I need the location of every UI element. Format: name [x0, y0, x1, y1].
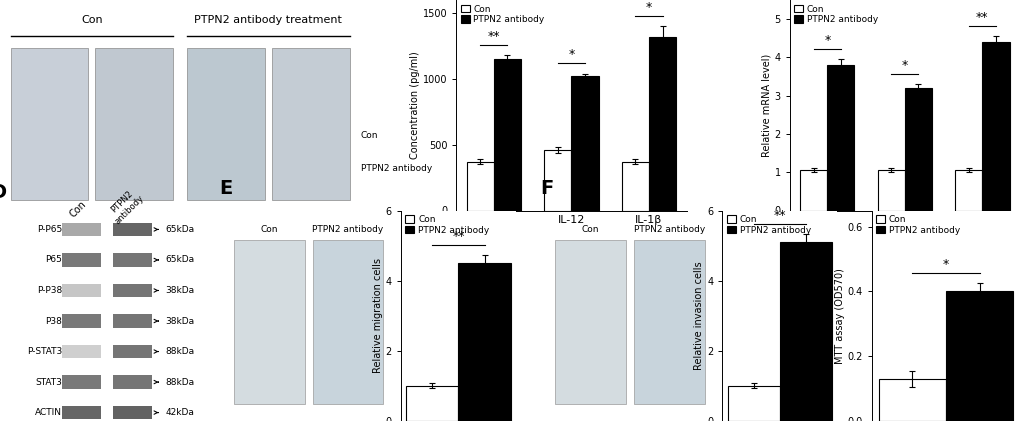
Bar [981, 42, 1009, 210]
Bar [877, 379, 945, 421]
Bar [554, 240, 626, 404]
Bar [406, 386, 458, 421]
Bar [113, 284, 152, 297]
Text: P65: P65 [45, 256, 62, 264]
Text: B: B [406, 0, 420, 2]
Bar [62, 284, 101, 297]
Y-axis label: Relative mRNA level): Relative mRNA level) [761, 53, 770, 157]
Bar [113, 223, 152, 236]
Bar [727, 386, 780, 421]
Legend: Con, PTPN2 antibody: Con, PTPN2 antibody [461, 5, 544, 24]
Bar [62, 345, 101, 358]
Text: **: ** [773, 209, 786, 222]
Bar [780, 242, 832, 421]
Bar [467, 162, 493, 210]
Bar [113, 314, 152, 328]
Bar [233, 240, 305, 404]
Text: PTPN2 antibody: PTPN2 antibody [361, 164, 431, 173]
Text: *: * [901, 59, 907, 72]
Bar [622, 162, 648, 210]
Text: PTPN2 antibody: PTPN2 antibody [312, 225, 383, 234]
Bar [113, 406, 152, 419]
Bar [62, 406, 101, 419]
Text: Con: Con [260, 225, 277, 234]
Text: PTPN2 antibody treatment: PTPN2 antibody treatment [195, 15, 342, 25]
Bar [62, 223, 101, 236]
Text: Con: Con [81, 15, 103, 25]
Y-axis label: Relative migration cells: Relative migration cells [373, 258, 382, 373]
Text: Con: Con [361, 131, 378, 139]
Text: P38: P38 [45, 317, 62, 325]
Bar [571, 76, 598, 210]
Legend: Con, PTPN2 antibody: Con, PTPN2 antibody [875, 215, 959, 235]
Bar [62, 375, 101, 389]
Text: Con: Con [581, 225, 599, 234]
Bar [95, 48, 173, 200]
Bar [648, 37, 676, 210]
Bar [113, 345, 152, 358]
Text: 38kDa: 38kDa [165, 286, 195, 295]
Text: P-P38: P-P38 [37, 286, 62, 295]
Bar [113, 375, 152, 389]
Bar [904, 88, 931, 210]
Text: *: * [645, 1, 651, 13]
Text: 88kDa: 88kDa [165, 347, 195, 356]
Text: 65kDa: 65kDa [165, 256, 195, 264]
Bar [62, 314, 101, 328]
Bar [544, 150, 571, 210]
Text: 88kDa: 88kDa [165, 378, 195, 386]
Text: F: F [540, 179, 553, 198]
Bar [799, 171, 826, 210]
Text: PTPN2
antibody: PTPN2 antibody [105, 186, 145, 226]
Text: D: D [0, 183, 6, 202]
Text: **: ** [975, 11, 987, 24]
Legend: Con, PTPN2 antibody: Con, PTPN2 antibody [727, 215, 810, 235]
Text: E: E [219, 179, 232, 198]
Bar [955, 171, 981, 210]
Text: *: * [823, 34, 829, 47]
Bar [62, 253, 101, 267]
Text: 65kDa: 65kDa [165, 225, 195, 234]
Text: **: ** [451, 230, 465, 243]
Bar [493, 59, 521, 210]
Bar [826, 65, 854, 210]
Text: *: * [942, 258, 948, 271]
Text: 42kDa: 42kDa [165, 408, 194, 417]
Text: P-P65: P-P65 [37, 225, 62, 234]
Text: Con: Con [68, 199, 89, 219]
Bar [10, 48, 89, 200]
Bar [634, 240, 704, 404]
Text: P-STAT3: P-STAT3 [26, 347, 62, 356]
Y-axis label: Relative invasion cells: Relative invasion cells [694, 261, 704, 370]
Text: C: C [739, 0, 753, 2]
Text: G: G [829, 194, 846, 213]
Text: *: * [568, 48, 574, 61]
Legend: Con, PTPN2 antibody: Con, PTPN2 antibody [406, 215, 489, 235]
Bar [272, 48, 350, 200]
Text: PTPN2 antibody: PTPN2 antibody [633, 225, 704, 234]
Text: 38kDa: 38kDa [165, 317, 195, 325]
Bar [458, 263, 511, 421]
Y-axis label: Concentration (pg/ml): Concentration (pg/ml) [410, 51, 420, 159]
Text: **: ** [487, 29, 499, 43]
Legend: Con, PTPN2 antibody: Con, PTPN2 antibody [794, 5, 877, 24]
Bar [312, 240, 383, 404]
Bar [187, 48, 265, 200]
Text: STAT3: STAT3 [36, 378, 62, 386]
Bar [113, 253, 152, 267]
Text: ACTIN: ACTIN [36, 408, 62, 417]
Bar [876, 171, 904, 210]
Y-axis label: MTT assay (OD570): MTT assay (OD570) [834, 268, 844, 364]
Bar [945, 291, 1012, 421]
